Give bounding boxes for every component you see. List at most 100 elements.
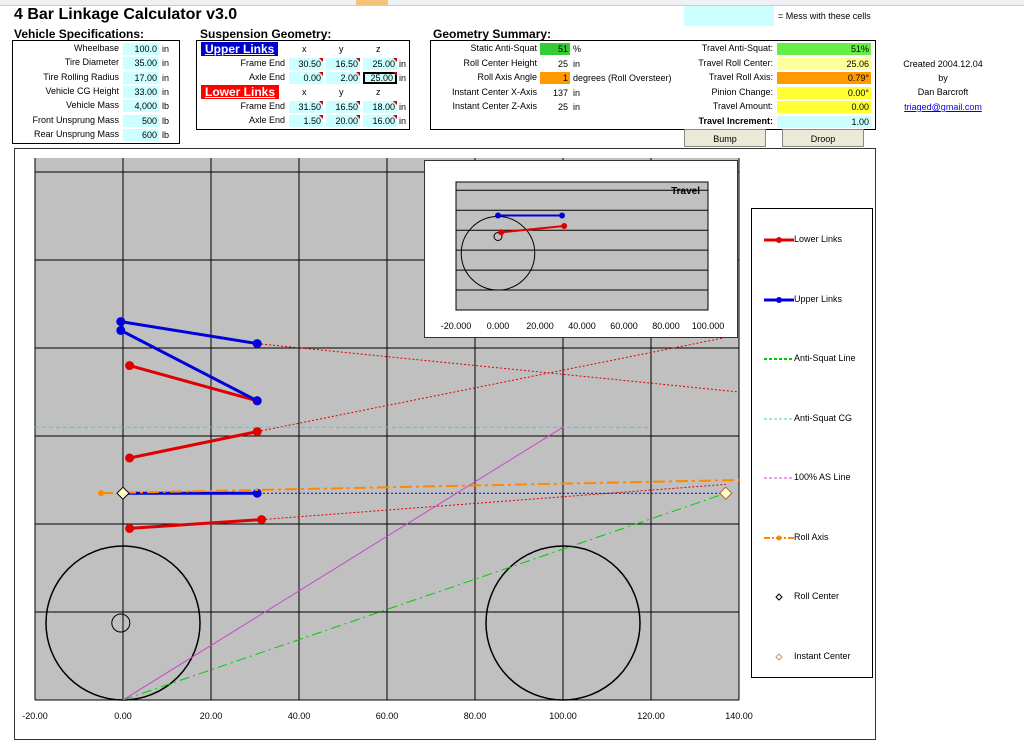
vehicle-spec-label: Tire Diameter: [64, 57, 119, 68]
summary-left-value: 25: [557, 102, 568, 112]
legend-item: Anti-Squat Line: [752, 352, 870, 366]
droop-button[interactable]: Droop: [782, 129, 864, 147]
suspension-panel: Upper Links x y z Frame End 30.50 16.50 25.00 in…: [196, 40, 410, 130]
roll-axis-line: [100, 479, 740, 495]
summary-heading: Geometry Summary:: [433, 27, 552, 41]
lower-links-line: [129, 430, 258, 460]
vehicle-spec-label: Tire Rolling Radius: [43, 71, 119, 82]
summary-left-unit: %: [573, 44, 582, 54]
upper-col-z: z: [376, 44, 381, 54]
x-tick-label: -20.00: [22, 711, 48, 721]
travel-x-tick-label: 20.000: [526, 321, 554, 331]
travel-upper-links-point: [495, 212, 501, 219]
summary-left-label: Roll Axis Angle: [477, 72, 537, 82]
lower-x-value[interactable]: 31.50: [289, 101, 323, 113]
summary-right-value: 0.00°: [777, 86, 871, 99]
legend-label: Upper Links: [794, 293, 843, 304]
comment-marker: [393, 115, 397, 119]
travel-lower-links-point: [498, 229, 505, 236]
comment-marker: [393, 58, 397, 62]
vehicle-spec-label: Vehicle Mass: [65, 100, 119, 111]
summary-panel: Static Anti-Squat 51% Roll Center Height 25…: [430, 40, 876, 130]
summary-left-unit: in: [573, 102, 581, 112]
upper-link-projection: [257, 343, 740, 393]
axle-tube: [111, 613, 131, 633]
upper-unit: in: [399, 59, 407, 69]
legend-marker: [776, 237, 782, 243]
legend-item: 100% AS Line: [752, 471, 870, 485]
summary-left-unit: in: [573, 87, 581, 98]
chart-legend: Lower Links Upper Links Anti-Squat Line Ant…: [751, 208, 873, 678]
comment-marker: [393, 101, 397, 105]
lower-links-line: [129, 518, 262, 530]
vehicle-spec-label: Rear Unsprung Mass: [33, 128, 119, 139]
upper-links-point: [252, 396, 262, 406]
travel-x-tick-label: 40.000: [568, 321, 596, 331]
legend-label: Anti-Squat Line: [794, 353, 856, 363]
summary-left-label: Instant Center X-Axis: [451, 86, 537, 97]
travel-x-tick-label: 0.000: [487, 321, 510, 331]
lower-row-label: Axle End: [248, 115, 285, 125]
lower-x-value[interactable]: 1.50: [289, 115, 323, 127]
summary-right-label: Travel Roll Axis:: [708, 72, 773, 82]
upper-x-value[interactable]: 30.50: [289, 58, 323, 70]
vehicle-spec-value[interactable]: 4,000: [123, 100, 159, 113]
legend-marker: [775, 652, 783, 661]
vehicle-spec-value[interactable]: 100.0: [123, 43, 159, 55]
upper-links-header: Upper Links: [201, 42, 279, 56]
summary-left-value: 137: [552, 87, 568, 98]
lower-col-y: y: [339, 87, 344, 97]
summary-left-value: 1: [540, 72, 570, 84]
lower-unit: in: [399, 102, 407, 112]
legend-label: Instant Center: [794, 650, 851, 661]
legend-item: Upper Links: [752, 293, 870, 307]
vehicle-spec-heading: Vehicle Specifications:: [14, 27, 145, 41]
upper-links-line: [120, 329, 258, 403]
legend-swatch: [764, 358, 794, 360]
author-email-link[interactable]: triaged@gmail.com: [904, 102, 982, 112]
travel-plot-area: [455, 181, 709, 311]
summary-left-value: 51: [540, 43, 570, 55]
lower-links-point: [125, 523, 135, 533]
upper-z-value[interactable]: 25.00: [363, 58, 397, 70]
x-tick-label: 0.00: [114, 711, 132, 721]
upper-links-line: [120, 320, 258, 346]
summary-left-unit: in: [573, 58, 581, 69]
legend-label: Roll Axis: [794, 531, 829, 542]
travel-x-tick-label: 60.000: [610, 321, 638, 331]
upper-y-value[interactable]: 2.00: [326, 72, 360, 84]
upper-z-value[interactable]: 25.00: [363, 72, 397, 84]
vehicle-spec-value[interactable]: 35.00: [123, 57, 159, 70]
legend-swatch: [764, 237, 794, 243]
upper-x-value[interactable]: 0.00: [289, 72, 323, 84]
upper-row-label: Frame End: [240, 58, 285, 68]
upper-links-point: [116, 317, 126, 327]
lower-y-value[interactable]: 20.00: [326, 115, 360, 127]
lower-z-value[interactable]: 18.00: [363, 101, 397, 113]
travel-chart: Travel -20.000 0.000 20.000 40.000 60.000 80.0…: [441, 160, 725, 331]
legend-label: 100% AS Line: [794, 472, 851, 482]
vehicle-spec-value[interactable]: 17.00: [123, 71, 159, 84]
bump-button[interactable]: Bump: [684, 129, 766, 147]
lower-y-value[interactable]: 16.50: [326, 101, 360, 113]
lower-col-x: x: [302, 87, 307, 97]
legend-swatch: [764, 296, 794, 303]
travel-lower-links-point: [561, 223, 568, 229]
upper-y-value[interactable]: 16.50: [326, 58, 360, 70]
vehicle-spec-value[interactable]: 500: [123, 114, 159, 127]
travel-increment-value[interactable]: 1.00: [777, 116, 871, 128]
travel-x-tick-label: 100.000: [692, 321, 725, 331]
vehicle-spec-value[interactable]: 33.00: [123, 85, 159, 98]
comment-marker: [356, 115, 360, 119]
lower-links-point: [252, 427, 262, 437]
credit-author: Dan Barcroft: [917, 87, 969, 97]
credit-created: Created 2004.12.04: [903, 59, 983, 69]
legend-swatch: [775, 593, 783, 601]
upper-links-point: [252, 339, 262, 349]
lower-z-value[interactable]: 16.00: [363, 115, 397, 127]
vehicle-spec-value[interactable]: 600: [123, 128, 159, 141]
travel-increment-label: Travel Increment:: [698, 116, 773, 126]
lower-links-point: [125, 453, 135, 463]
travel-upper-links-point: [559, 212, 566, 219]
x-tick-label: 20.00: [200, 711, 223, 721]
